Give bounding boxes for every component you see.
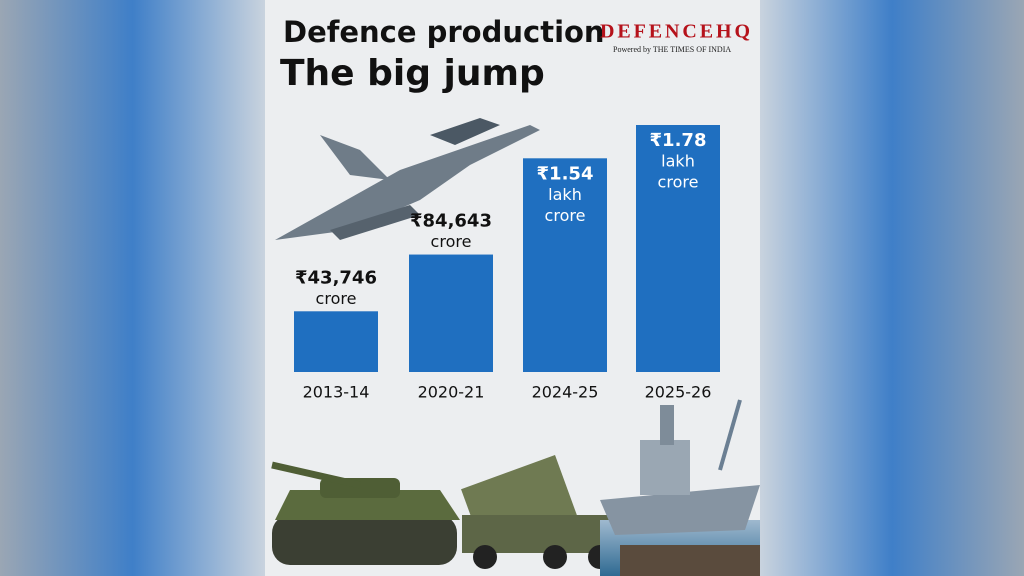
value-label: crore	[316, 289, 357, 308]
brand: DEFENCEHQ	[600, 21, 750, 43]
blur-left	[0, 0, 265, 576]
value-label: ₹84,643	[410, 211, 492, 232]
value-label: crore	[431, 232, 472, 251]
bar	[523, 158, 607, 372]
x-tick-label: 2013-14	[303, 383, 370, 402]
tank-illustration	[271, 461, 460, 565]
bar	[636, 125, 720, 372]
jet-illustration	[275, 118, 540, 240]
value-label: lakh	[661, 152, 695, 171]
ship-illustration	[600, 399, 760, 576]
value-label: crore	[545, 206, 586, 225]
x-tick-label: 2025-26	[645, 383, 712, 402]
value-label: lakh	[548, 185, 582, 204]
value-label: crore	[658, 173, 699, 192]
value-label: ₹43,746	[295, 267, 377, 288]
chart-title: Defence production	[283, 15, 605, 49]
bar	[409, 254, 493, 372]
bar	[294, 311, 378, 372]
value-label: ₹1.54	[537, 163, 594, 184]
x-tick-label: 2020-21	[418, 383, 485, 402]
brand-tagline: Powered by THE TIMES OF INDIA	[613, 45, 731, 54]
x-tick-label: 2024-25	[532, 383, 599, 402]
value-label: ₹1.78	[650, 130, 707, 151]
blur-right	[760, 0, 1024, 576]
chart-subtitle: The big jump	[280, 53, 545, 94]
